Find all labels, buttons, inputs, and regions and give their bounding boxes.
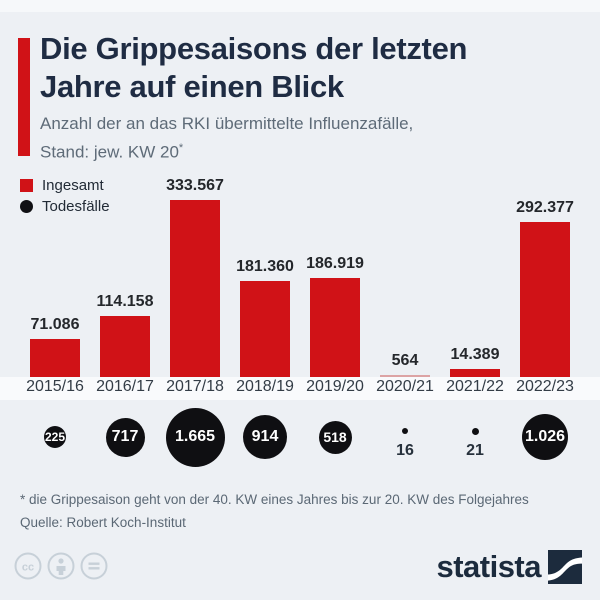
chart-legend: Ingesamt Todesfälle [20,175,110,217]
bubble-column: 21 [440,400,510,480]
chart-column: 292.377 [510,180,580,377]
bubble-column: 914 [230,400,300,480]
bar [310,278,360,377]
x-axis-band: 2015/16 2016/17 2017/18 2018/19 2019/20 2020/… [0,377,600,400]
bar [100,316,150,377]
season-label: 2018/19 [236,378,294,395]
legend-item-deaths: Todesfälle [20,196,110,217]
cc-license-icons: cc [14,552,108,580]
chart-column: 564 [370,180,440,377]
deaths-bubble: 914 [243,415,287,459]
bar-value-label: 14.389 [450,346,500,363]
bubble-column: 1.026 [510,400,580,480]
bar-value-label: 564 [391,352,419,369]
top-border [0,0,600,12]
deaths-bubble: 1.026 [522,414,568,460]
page-subtitle: Anzahl der an das RKI übermittelte Influ… [40,112,580,165]
chart-column: 14.389 [440,180,510,377]
bar-value-label: 181.360 [236,258,294,275]
cc-nd-equals-icon [80,552,108,580]
subtitle-line1: Anzahl der an das RKI übermittelte Influ… [40,114,414,133]
season-label: 2019/20 [306,378,364,395]
bubble-column: 16 [370,400,440,480]
season-label: 2020/21 [376,378,434,395]
bar-value-label: 186.919 [306,255,364,272]
statista-logo-mark-icon [548,550,582,584]
season-label: 2021/22 [446,378,504,395]
subtitle-line2: Stand: jew. KW 20 [40,142,179,162]
bar [240,281,290,377]
legend-circle-icon [20,200,33,213]
bar [170,200,220,377]
legend-square-icon [20,179,33,192]
season-label: 2016/17 [96,378,154,395]
deaths-bubble: 1.665 [165,407,225,467]
bubble-column: 518 [300,400,370,480]
footnote-marker: * [178,142,184,154]
deaths-bubble: 518 [318,420,352,454]
cc-by-person-icon [47,552,75,580]
bubble-column: 225 [20,400,90,480]
season-label: 2015/16 [26,378,84,395]
title-line2: Jahre auf einen Blick [40,69,344,104]
deaths-label: 16 [396,442,414,459]
footnote-block: * die Grippesaison geht von der 40. KW e… [20,488,592,534]
season-label: 2017/18 [166,378,224,395]
bar-value-label: 333.567 [166,177,224,194]
chart-column: 71.086 [20,180,90,377]
deaths-label: 21 [466,442,484,459]
deaths-bubble [402,428,408,434]
title-accent-bar [18,38,30,156]
bar-value-label: 114.158 [96,293,154,310]
statista-wordmark: statista [436,549,541,584]
chart-column: 333.567 [160,177,230,377]
bar-value-label: 71.086 [30,316,80,333]
chart-column: 114.158 [90,180,160,377]
bar-value-label: 292.377 [516,199,574,216]
bubble-column: 1.665 [160,400,230,480]
deaths-bubble [471,427,479,435]
legend-item-cases: Ingesamt [20,175,110,196]
title-line1: Die Grippesaisons der letzten [40,31,468,66]
cc-icon: cc [14,552,42,580]
footnote-text: * die Grippesaison geht von der 40. KW e… [20,492,529,507]
page-title: Die Grippesaisons der letzten Jahre auf … [40,30,585,106]
chart-column: 181.360 [230,180,300,377]
legend-cases-label: Ingesamt [42,177,104,194]
statista-logo: statista [436,549,582,585]
bar-chart: 71.086 114.158 333.567 181.360 186.919 564 14.… [20,177,580,377]
source-text: Quelle: Robert Koch-Institut [20,515,186,530]
bar [450,369,500,377]
chart-column: 186.919 [300,180,370,377]
bar [380,375,430,377]
deaths-bubble-row: 225 717 1.665 914 518 16 21 1.026 [20,400,580,480]
bar [520,222,570,377]
deaths-bubble: 225 [44,426,66,448]
deaths-bubble: 717 [105,417,145,457]
svg-text:cc: cc [22,562,34,574]
season-label: 2022/23 [516,378,574,395]
bubble-column: 717 [90,400,160,480]
legend-deaths-label: Todesfälle [42,198,110,215]
bar [30,339,80,377]
